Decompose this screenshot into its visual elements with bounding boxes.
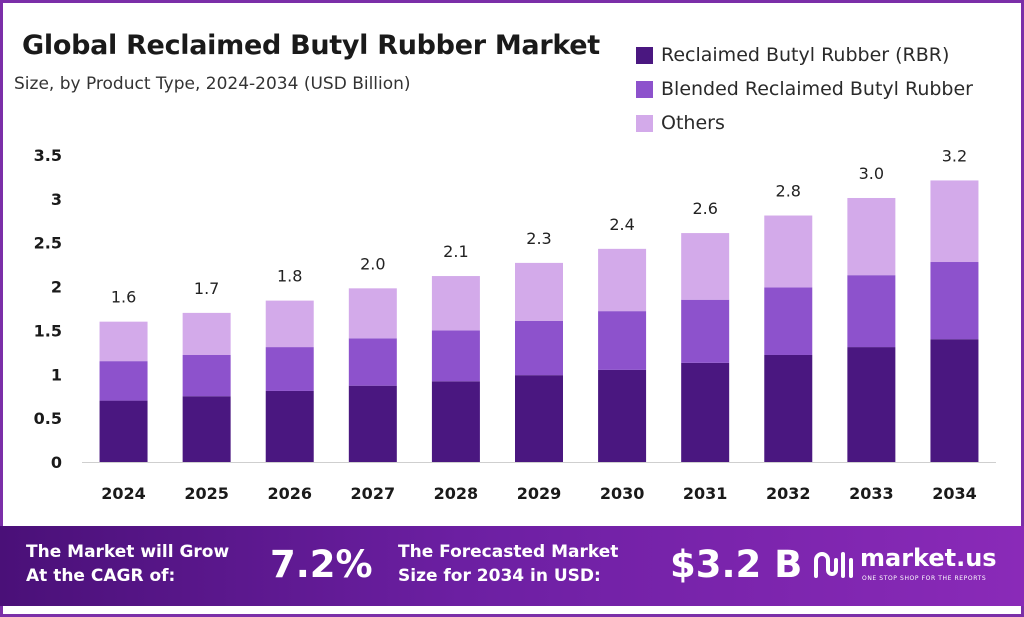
x-tick-label: 2024	[101, 484, 146, 503]
brand-name: market.us	[860, 544, 997, 572]
brand-tagline: ONE STOP SHOP FOR THE REPORTS	[862, 575, 987, 582]
legend-item-blended: Blended Reclaimed Butyl Rubber	[636, 72, 973, 106]
total-value-label: 3.0	[859, 164, 884, 183]
legend-swatch-others	[636, 114, 653, 132]
bar-segment-rbr	[182, 396, 231, 462]
legend-item-rbr: Reclaimed Butyl Rubber (RBR)	[636, 38, 973, 72]
y-tick-label: 1.5	[34, 321, 62, 340]
legend: Reclaimed Butyl Rubber (RBR) Blended Rec…	[636, 38, 973, 140]
bar-segment-others	[930, 180, 979, 263]
x-tick-label: 2029	[517, 484, 562, 503]
x-tick-label: 2026	[267, 484, 312, 503]
market-us-logo-icon	[814, 552, 853, 578]
bar-segment-blended	[681, 299, 730, 363]
x-tick-label: 2025	[184, 484, 229, 503]
bar-segment-others	[182, 312, 231, 355]
y-tick-label: 2	[51, 278, 62, 297]
bar-segment-others	[598, 248, 647, 312]
bar-segment-blended	[99, 361, 148, 401]
forecast-label-line1: The Forecasted Market	[398, 542, 619, 562]
chart-subtitle: Size, by Product Type, 2024-2034 (USD Bi…	[14, 74, 411, 94]
x-tick-label: 2031	[683, 484, 728, 503]
legend-label-rbr: Reclaimed Butyl Rubber (RBR)	[661, 44, 950, 66]
x-tick-label: 2030	[600, 484, 645, 503]
legend-item-others: Others	[636, 106, 973, 140]
bar-segment-blended	[764, 287, 813, 355]
bar-segment-blended	[598, 311, 647, 370]
bar-segment-others	[265, 300, 314, 348]
bar-segment-rbr	[515, 375, 563, 462]
summary-banner: The Market will Grow At the CAGR of: 7.2…	[0, 526, 1024, 606]
bar-segment-others	[515, 262, 563, 321]
y-tick-label: 0	[51, 453, 62, 472]
stacked-bar-chart: 0 0.5 1 1.5 2 2.5 3 3.5 1.6 2024 1.7 2025 1.8 2026 2.0…	[34, 146, 996, 503]
total-value-label: 3.2	[942, 146, 967, 165]
y-tick-label: 3.5	[34, 146, 62, 165]
bar-segment-blended	[182, 354, 231, 397]
bar-segment-rbr	[265, 390, 314, 462]
bar-segment-blended	[930, 262, 979, 340]
bar-segment-rbr	[681, 362, 730, 462]
cagr-value: 7.2%	[270, 543, 373, 586]
x-tick-label: 2032	[766, 484, 811, 503]
chart-title: Global Reclaimed Butyl Rubber Market	[22, 30, 600, 61]
total-value-label: 1.8	[277, 267, 302, 286]
bar-segment-blended	[515, 320, 563, 376]
bar-segment-rbr	[431, 381, 480, 462]
bar-segment-rbr	[99, 400, 148, 462]
total-value-label: 2.8	[776, 182, 801, 201]
bar-segment-others	[431, 276, 480, 331]
y-tick-label: 2.5	[34, 234, 62, 253]
bar-segment-blended	[348, 338, 397, 386]
y-tick-label: 1	[51, 365, 62, 384]
x-tick-label: 2027	[351, 484, 396, 503]
x-tick-label: 2033	[849, 484, 894, 503]
legend-label-others: Others	[661, 112, 725, 134]
y-tick-label: 3	[51, 190, 62, 209]
total-value-label: 1.6	[111, 288, 136, 307]
legend-swatch-blended	[636, 80, 653, 98]
cagr-label-line1: The Market will Grow	[26, 542, 230, 562]
total-value-label: 2.1	[443, 242, 468, 261]
legend-swatch-rbr	[636, 46, 653, 64]
total-value-label: 2.4	[609, 215, 634, 234]
forecast-value: $3.2 B	[670, 543, 803, 586]
total-value-label: 2.6	[692, 199, 717, 218]
bar-segment-rbr	[930, 339, 979, 462]
bar-segment-others	[99, 321, 148, 362]
total-value-label: 2.0	[360, 254, 385, 273]
forecast-label-line2: Size for 2034 in USD:	[398, 566, 601, 586]
cagr-label-line2: At the CAGR of:	[26, 566, 176, 586]
bar-segment-blended	[847, 275, 896, 348]
bar-segment-rbr	[598, 369, 647, 462]
bar-segment-others	[348, 288, 397, 339]
x-tick-label: 2034	[932, 484, 977, 503]
bar-segment-others	[681, 233, 730, 300]
bar-segment-rbr	[764, 354, 813, 462]
bar-segment-blended	[265, 347, 314, 391]
bar-segment-blended	[431, 330, 480, 382]
bar-segment-rbr	[847, 347, 896, 462]
legend-label-blended: Blended Reclaimed Butyl Rubber	[661, 78, 973, 100]
bar-segment-others	[764, 215, 813, 288]
bar-segment-others	[847, 197, 896, 276]
total-value-label: 1.7	[194, 279, 219, 298]
bar-segment-rbr	[348, 385, 397, 462]
total-value-label: 2.3	[526, 229, 551, 248]
y-tick-label: 0.5	[34, 409, 62, 428]
x-tick-label: 2028	[434, 484, 479, 503]
